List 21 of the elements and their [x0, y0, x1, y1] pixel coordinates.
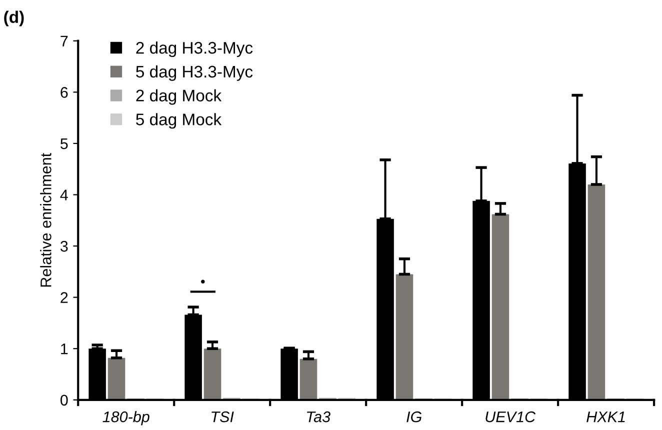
x-tick-label: 180-bp [102, 411, 150, 426]
legend-label: 5 dag Mock [136, 113, 222, 129]
chart-title: (d) [4, 10, 24, 26]
y-tick-label: 2 [60, 292, 68, 303]
x-tick-label: Ta3 [307, 411, 330, 422]
legend-label: 5 dag H3.3-Myc [136, 65, 253, 81]
y-tick-label: 7 [60, 36, 68, 46]
y-axis-title: Relative enrichment [40, 152, 52, 287]
y-tick-label: 6 [60, 87, 68, 98]
y-tick-label: 4 [60, 190, 68, 200]
x-tick-label: HXK1 [586, 412, 625, 422]
x-tick-label: UEV1C [486, 411, 536, 422]
y-tick-label: 1 [61, 344, 68, 354]
x-tick-label: IG [406, 411, 422, 422]
y-tick-label: 3 [60, 240, 68, 252]
x-tick-label: TSI [212, 411, 234, 422]
legend-label: 2 dag H3.3-Myc [136, 41, 253, 58]
legend-label: 2 dag Mock [136, 89, 222, 105]
annotation: • [201, 280, 205, 284]
y-tick-label: 0 [60, 394, 68, 406]
y-tick-label: 5 [60, 138, 68, 150]
